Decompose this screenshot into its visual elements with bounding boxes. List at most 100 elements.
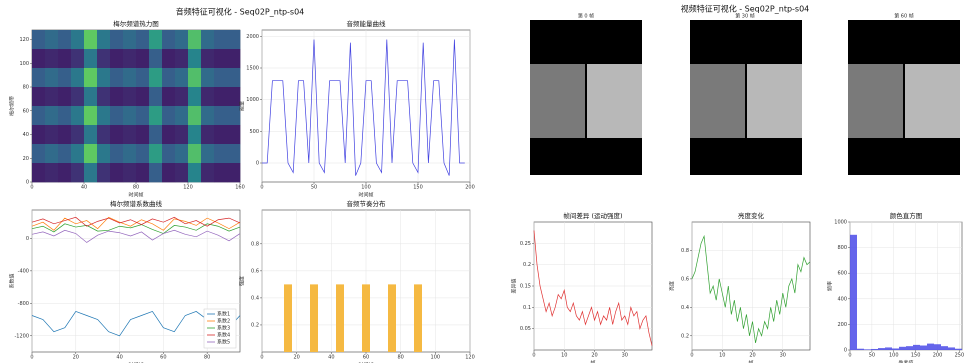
heatmap-cell xyxy=(123,144,136,163)
y-tick-label: 400 xyxy=(837,296,847,302)
heatmap-cell xyxy=(58,163,71,182)
heatmap-cell xyxy=(71,125,84,144)
heatmap-cell xyxy=(149,68,162,87)
frame-photo xyxy=(905,64,960,138)
x-tick-label: 0 xyxy=(30,185,33,191)
heatmap-cell xyxy=(45,30,58,49)
heatmap-cell xyxy=(227,163,240,182)
heatmap-cell xyxy=(32,144,45,163)
chart-title: 梅尔频谱系数曲线 xyxy=(110,199,163,208)
histogram-bar xyxy=(850,235,857,350)
heatmap-cell xyxy=(188,106,201,125)
x-tick-label: 0 xyxy=(260,355,263,361)
heatmap-cell xyxy=(175,106,188,125)
frame-photo xyxy=(848,64,903,138)
heatmap-cell xyxy=(84,144,97,163)
heatmap-cell xyxy=(227,87,240,106)
y-tick-label: 1000 xyxy=(246,97,259,103)
y-tick-label: 800 xyxy=(837,245,847,251)
heatmap-cell xyxy=(175,87,188,106)
bar xyxy=(336,284,344,352)
y-tick-label: 0 xyxy=(26,236,29,242)
heatmap-cell xyxy=(188,87,201,106)
y-tick-label: -800 xyxy=(18,301,29,307)
y-tick-label: 0.1 xyxy=(523,305,531,311)
heatmap-cell xyxy=(162,30,175,49)
legend-label: 系数3 xyxy=(217,325,230,332)
histogram-bar xyxy=(892,348,899,350)
heatmap-cell xyxy=(123,68,136,87)
heatmap-cell xyxy=(136,106,149,125)
x-tick-label: 40 xyxy=(81,185,87,191)
y-tick-label: 1000 xyxy=(834,220,847,226)
heatmap-cell xyxy=(110,87,123,106)
y-axis-label: 强度 xyxy=(239,276,246,286)
heatmap-cell xyxy=(227,144,240,163)
y-tick-label: 0.05 xyxy=(520,326,531,332)
heatmap-cell xyxy=(45,68,58,87)
heatmap-cell xyxy=(175,125,188,144)
histogram-bar xyxy=(934,344,941,350)
heatmap-cell xyxy=(162,163,175,182)
x-tick-label: 20 xyxy=(749,353,755,359)
heatmap-cell xyxy=(110,163,123,182)
y-tick-label: 0.2 xyxy=(523,262,531,268)
heatmap-cell xyxy=(149,49,162,68)
y-tick-label: 0.25 xyxy=(520,241,531,247)
y-tick-label: 1500 xyxy=(246,66,259,72)
x-tick-label: 250 xyxy=(955,353,965,359)
heatmap-cell xyxy=(162,49,175,68)
y-axis-label: 系数值 xyxy=(9,273,16,288)
heatmap-cell xyxy=(45,106,58,125)
heatmap-cell xyxy=(71,49,84,68)
y-tick-label: 120 xyxy=(19,37,29,43)
heatmap-cell xyxy=(123,106,136,125)
y-tick-label: 0 xyxy=(844,348,847,354)
x-tick-label: 50 xyxy=(311,185,317,191)
frame-photo xyxy=(747,64,802,138)
y-tick-label: 0.2 xyxy=(681,333,689,339)
histogram-bar xyxy=(857,349,864,350)
y-tick-label: 0.6 xyxy=(251,268,259,274)
y-tick-label: 0 xyxy=(26,180,29,186)
bar xyxy=(362,284,370,352)
heatmap-cell xyxy=(84,106,97,125)
video-frames: 第 0 帧 第 30 帧 第 60 帧 xyxy=(530,13,960,176)
y-tick-label: 20 xyxy=(23,156,29,162)
heatmap-cell xyxy=(84,163,97,182)
legend-label: 系数4 xyxy=(217,332,230,339)
heatmap-cell xyxy=(32,49,45,68)
heatmap-cell xyxy=(214,106,227,125)
heatmap-cell xyxy=(97,87,110,106)
heatmap-cell xyxy=(227,30,240,49)
x-tick-label: 200 xyxy=(933,353,943,359)
y-tick-label: 60 xyxy=(23,108,29,114)
x-tick-label: 100 xyxy=(361,185,371,191)
heatmap-cell xyxy=(58,30,71,49)
x-tick-label: 60 xyxy=(363,355,369,361)
heatmap-cell xyxy=(175,68,188,87)
histogram-bar xyxy=(920,346,927,350)
heatmap-cell xyxy=(188,125,201,144)
heatmap-cell xyxy=(97,106,110,125)
y-tick-label: 600 xyxy=(837,271,847,277)
heatmap-cell xyxy=(214,125,227,144)
x-tick-label: 120 xyxy=(183,185,193,191)
heatmap-cell xyxy=(97,144,110,163)
figure-title: 音频特征可视化 - Seq02P_ntp-s04 xyxy=(176,7,305,17)
heatmap-cell xyxy=(84,30,97,49)
y-tick-label: 0.15 xyxy=(520,284,531,290)
heatmap-cell xyxy=(201,125,214,144)
chart-title: 颜色直方图 xyxy=(890,211,923,220)
frame-label: 第 60 帧 xyxy=(894,13,914,20)
heatmap-cell xyxy=(188,163,201,182)
histogram-bar xyxy=(948,347,955,350)
bar xyxy=(388,284,396,352)
y-axis-label: 能量 xyxy=(239,101,246,111)
x-tick-label: 160 xyxy=(235,185,245,191)
heatmap-cell xyxy=(71,30,84,49)
x-tick-label: 20 xyxy=(293,355,299,361)
heatmap-cell xyxy=(214,30,227,49)
x-axis-label: 帧 xyxy=(748,360,753,363)
heatmap-cell xyxy=(97,163,110,182)
